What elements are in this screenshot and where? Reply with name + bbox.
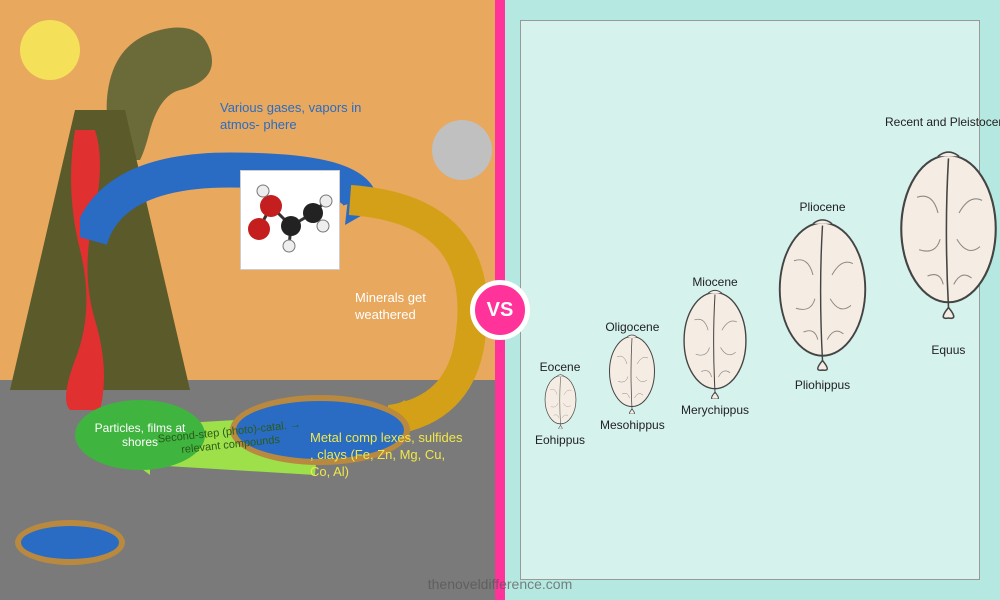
brain-item-merychippus: Miocene Merychippus <box>680 275 750 417</box>
brain-item-equus: Recent and Pleistocene Equus <box>885 115 1000 357</box>
label-weathered: Minerals get weathered <box>355 290 475 324</box>
watermark-text: thenoveldifference.com <box>428 576 573 592</box>
epoch-label: Eocene <box>535 360 585 374</box>
brain-item-eohippus: Eocene Eohippus <box>535 360 585 447</box>
vs-text: VS <box>487 299 514 322</box>
brain-icon <box>896 129 1000 339</box>
molecule-box <box>240 170 340 270</box>
brain-icon <box>543 374 578 429</box>
species-label: Mesohippus <box>600 418 665 432</box>
left-geochem-diagram: Various gases, vapors in atmos- phere Mi… <box>0 0 500 600</box>
brain-item-pliohippus: Pliocene Pliohippus <box>775 200 870 392</box>
moon-icon <box>432 120 492 180</box>
comparison-container: Various gases, vapors in atmos- phere Mi… <box>0 0 1000 600</box>
species-label: Equus <box>885 343 1000 357</box>
brain-icon <box>775 214 870 374</box>
vs-badge: VS <box>470 280 530 340</box>
epoch-label: Pliocene <box>775 200 870 214</box>
label-gases: Various gases, vapors in atmos- phere <box>220 100 365 134</box>
brain-icon <box>680 289 750 399</box>
right-brain-evolution: Eocene Eohippus Oligocene Mesohippus Miocene… <box>500 0 1000 600</box>
label-secondstep: Second-step (photo)-catal. → relevant co… <box>157 419 301 457</box>
molecule-icon <box>241 171 341 271</box>
brain-item-mesohippus: Oligocene Mesohippus <box>600 320 665 432</box>
epoch-label: Miocene <box>680 275 750 289</box>
species-label: Pliohippus <box>775 378 870 392</box>
species-label: Merychippus <box>680 403 750 417</box>
epoch-label: Oligocene <box>600 320 665 334</box>
epoch-label: Recent and Pleistocene <box>885 115 1000 129</box>
pond-small <box>15 520 125 565</box>
species-label: Eohippus <box>535 433 585 447</box>
label-metals: Metal comp lexes, sulfides , clays (Fe, … <box>310 430 465 481</box>
brain-icon <box>607 334 657 414</box>
